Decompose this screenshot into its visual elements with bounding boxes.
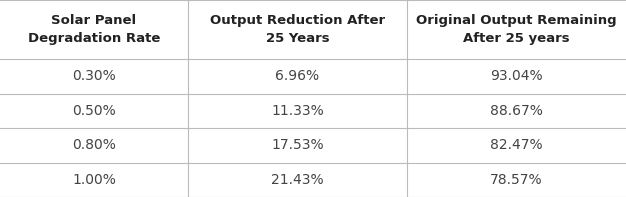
Text: Output Reduction After
25 Years: Output Reduction After 25 Years [210, 14, 385, 45]
Text: 21.43%: 21.43% [271, 173, 324, 187]
Text: 11.33%: 11.33% [271, 104, 324, 118]
Text: 1.00%: 1.00% [72, 173, 116, 187]
Text: 0.50%: 0.50% [72, 104, 116, 118]
Text: 78.57%: 78.57% [490, 173, 543, 187]
Text: 82.47%: 82.47% [490, 138, 543, 152]
Text: 6.96%: 6.96% [275, 69, 319, 83]
Text: 88.67%: 88.67% [490, 104, 543, 118]
Text: Solar Panel
Degradation Rate: Solar Panel Degradation Rate [28, 14, 160, 45]
Text: 93.04%: 93.04% [490, 69, 543, 83]
Text: Original Output Remaining
After 25 years: Original Output Remaining After 25 years [416, 14, 617, 45]
Text: 0.80%: 0.80% [72, 138, 116, 152]
Text: 17.53%: 17.53% [271, 138, 324, 152]
Text: 0.30%: 0.30% [72, 69, 116, 83]
